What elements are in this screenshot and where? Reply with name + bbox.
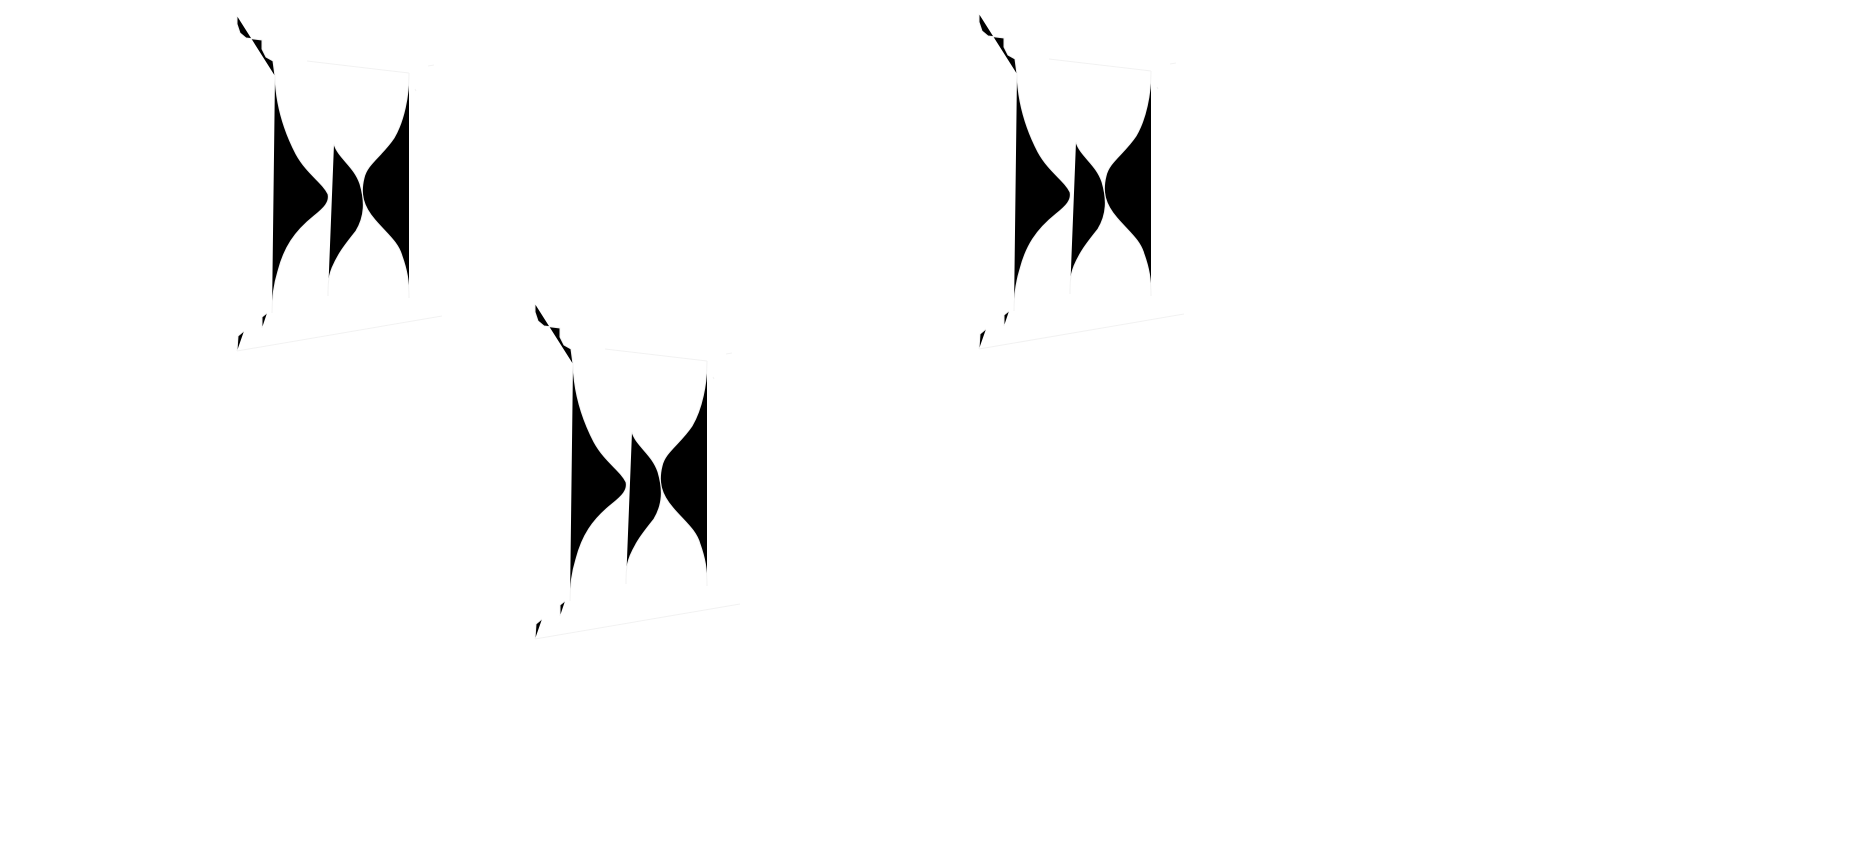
hourglass-icon-outline [534, 303, 741, 640]
hourglass-icon-outline [978, 13, 1185, 350]
hourglass-icon [534, 303, 741, 640]
hourglass-icon [978, 13, 1185, 350]
hourglass-icon-outline [236, 15, 443, 352]
hourglass-icon [236, 15, 443, 352]
